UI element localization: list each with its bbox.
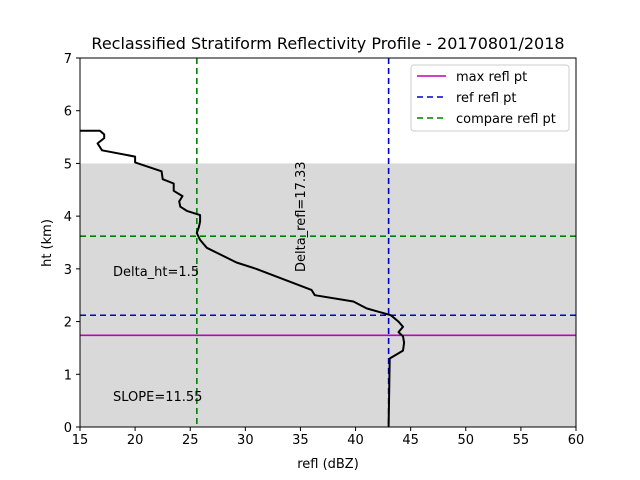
x-tick-label: 35 bbox=[292, 433, 309, 448]
x-tick-label: 20 bbox=[127, 433, 144, 448]
annotation-delta-ht: Delta_ht=1.5 bbox=[113, 265, 199, 280]
legend: max refl pt ref refl pt compare refl pt bbox=[410, 64, 570, 132]
x-axis-ticks: 15 20 25 30 35 40 45 50 55 60 bbox=[72, 427, 585, 448]
x-tick-label: 25 bbox=[182, 433, 199, 448]
plot-frame bbox=[79, 57, 577, 428]
annotation-slope: SLOPE=11.55 bbox=[113, 390, 202, 405]
y-tick-label: 4 bbox=[64, 210, 72, 225]
legend-box bbox=[410, 64, 570, 132]
chart-title: Reclassified Stratiform Reflectivity Pro… bbox=[91, 34, 564, 53]
x-axis-label: refl (dBZ) bbox=[297, 457, 359, 472]
y-tick-label: 5 bbox=[64, 157, 72, 172]
y-tick-label: 7 bbox=[64, 52, 72, 67]
x-tick-label: 50 bbox=[458, 433, 475, 448]
plot-area bbox=[79, 57, 577, 428]
y-tick-label: 3 bbox=[64, 263, 72, 278]
shaded-region bbox=[80, 163, 576, 427]
y-tick-label: 6 bbox=[64, 105, 72, 120]
legend-label-1: max refl pt bbox=[456, 70, 527, 85]
x-tick-label: 45 bbox=[402, 433, 419, 448]
x-tick-label: 30 bbox=[237, 433, 254, 448]
legend-label-2: ref refl pt bbox=[456, 91, 517, 106]
x-tick-label: 15 bbox=[72, 433, 89, 448]
x-tick-label: 40 bbox=[347, 433, 364, 448]
y-tick-label: 0 bbox=[64, 421, 72, 436]
legend-label-3: compare refl pt bbox=[456, 112, 556, 127]
annotation-delta-refl: Delta_refl=17.33 bbox=[294, 161, 309, 272]
y-axis-label: ht (km) bbox=[40, 219, 55, 267]
y-axis-ticks: 0 1 2 3 4 5 6 7 bbox=[64, 52, 80, 436]
y-tick-label: 1 bbox=[64, 368, 72, 383]
x-tick-label: 55 bbox=[513, 433, 530, 448]
reflectivity-profile-line bbox=[80, 129, 406, 428]
x-tick-label: 60 bbox=[568, 433, 585, 448]
y-tick-label: 2 bbox=[64, 316, 72, 331]
